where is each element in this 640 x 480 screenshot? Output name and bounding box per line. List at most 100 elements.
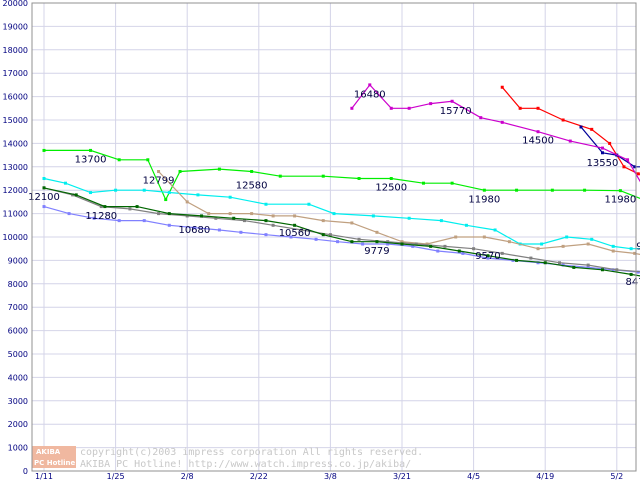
akiba-logo-text: AKIBA bbox=[36, 448, 61, 456]
data-point bbox=[536, 261, 540, 265]
data-point bbox=[228, 195, 232, 199]
data-point bbox=[561, 244, 565, 248]
data-point bbox=[429, 244, 433, 248]
series-9 bbox=[42, 186, 640, 277]
data-point bbox=[626, 158, 630, 162]
data-point bbox=[611, 249, 615, 253]
akiba-logo-subtext: PC Hotline! bbox=[34, 459, 78, 467]
data-point bbox=[185, 214, 189, 218]
data-point bbox=[350, 106, 354, 110]
data-point bbox=[615, 268, 619, 272]
data-point bbox=[307, 202, 311, 206]
data-point bbox=[386, 240, 390, 244]
data-point bbox=[371, 214, 375, 218]
data-label: 8470 bbox=[626, 277, 640, 288]
series-layer bbox=[42, 83, 640, 277]
x-tick-label: 3/8 bbox=[324, 472, 337, 480]
plot-frame bbox=[31, 2, 637, 472]
data-point bbox=[167, 223, 171, 227]
data-label: 11980 bbox=[604, 195, 636, 206]
x-tick-label: 3/21 bbox=[393, 472, 411, 480]
data-point bbox=[92, 216, 96, 220]
data-point bbox=[328, 233, 332, 237]
data-point bbox=[407, 106, 411, 110]
series-5 bbox=[42, 177, 640, 251]
data-point bbox=[42, 205, 46, 209]
data-point bbox=[414, 242, 418, 246]
data-point bbox=[536, 247, 540, 251]
data-point bbox=[540, 242, 544, 246]
data-point bbox=[486, 256, 490, 260]
data-point bbox=[103, 205, 107, 209]
y-tick-label: 20000 bbox=[3, 0, 28, 8]
y-tick-label: 19000 bbox=[3, 22, 28, 31]
data-label: 10560 bbox=[279, 228, 311, 239]
data-point bbox=[518, 106, 522, 110]
x-tick-label: 4/5 bbox=[467, 472, 480, 480]
data-label: 15770 bbox=[440, 106, 472, 117]
data-point bbox=[264, 202, 268, 206]
y-tick-label: 12000 bbox=[3, 186, 28, 195]
data-point bbox=[568, 139, 572, 143]
data-point bbox=[178, 169, 182, 173]
copyright-line: copyright(c)2003 impress corporation All… bbox=[80, 447, 423, 458]
data-point bbox=[586, 265, 590, 269]
y-tick-label: 9000 bbox=[8, 256, 28, 265]
data-point bbox=[411, 244, 415, 248]
data-point bbox=[565, 235, 569, 239]
data-point bbox=[74, 193, 78, 197]
data-point bbox=[278, 174, 282, 178]
y-tick-label: 13000 bbox=[3, 163, 28, 172]
data-point bbox=[425, 242, 429, 246]
data-point bbox=[400, 242, 404, 246]
y-tick-label: 3000 bbox=[8, 397, 28, 406]
data-point bbox=[590, 237, 594, 241]
data-point bbox=[558, 261, 562, 265]
data-point bbox=[579, 125, 583, 129]
data-point bbox=[242, 219, 246, 223]
x-tick-label: 4/19 bbox=[536, 472, 554, 480]
data-point bbox=[389, 106, 393, 110]
data-point bbox=[63, 181, 67, 185]
data-point bbox=[207, 212, 211, 216]
data-point bbox=[472, 247, 476, 251]
data-point bbox=[536, 106, 540, 110]
data-point bbox=[633, 251, 637, 255]
data-point bbox=[293, 214, 297, 218]
series-line bbox=[43, 187, 640, 277]
data-point bbox=[500, 251, 504, 255]
data-point bbox=[439, 219, 443, 223]
data-label: 9970 bbox=[636, 242, 640, 253]
data-point bbox=[561, 118, 565, 122]
data-point bbox=[250, 169, 254, 173]
copyright-watermark: AKIBA PC Hotline! copyright(c)2003 impre… bbox=[32, 446, 423, 470]
data-point bbox=[375, 230, 379, 234]
data-point bbox=[300, 228, 304, 232]
y-tick-label: 6000 bbox=[8, 327, 28, 336]
data-point bbox=[622, 165, 626, 169]
data-point bbox=[289, 235, 293, 239]
data-label: 9779 bbox=[364, 246, 389, 257]
data-point bbox=[436, 249, 440, 253]
data-point bbox=[250, 212, 254, 216]
x-axis-ticks: 1/111/252/82/223/83/214/54/195/25/175/31… bbox=[35, 472, 623, 480]
data-point bbox=[99, 205, 103, 209]
data-point bbox=[42, 148, 46, 152]
data-point bbox=[421, 181, 425, 185]
data-label: 10680 bbox=[178, 225, 210, 236]
data-point bbox=[361, 242, 365, 246]
site-url-line: AKIBA PC Hotline! http://www.watch.impre… bbox=[80, 459, 411, 470]
y-tick-label: 4000 bbox=[8, 373, 28, 382]
y-tick-label: 0 bbox=[23, 467, 28, 476]
data-point bbox=[479, 116, 483, 120]
data-point bbox=[271, 214, 275, 218]
data-point bbox=[407, 216, 411, 220]
series-line bbox=[351, 83, 640, 183]
data-point bbox=[321, 219, 325, 223]
data-point bbox=[264, 219, 268, 223]
data-label: 12580 bbox=[236, 181, 268, 192]
data-point bbox=[42, 177, 46, 180]
data-point bbox=[67, 212, 71, 216]
data-point bbox=[89, 148, 93, 152]
